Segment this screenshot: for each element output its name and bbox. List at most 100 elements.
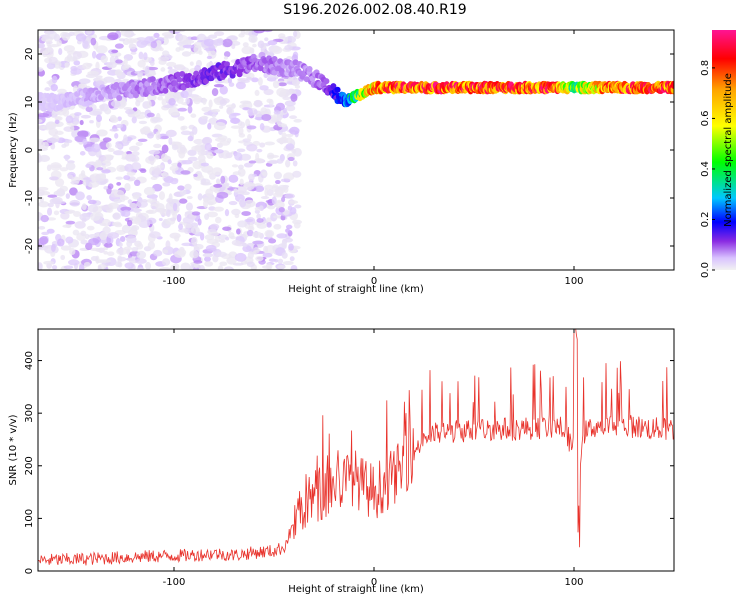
spectrogram-cell (153, 32, 160, 38)
spectrogram-cell (46, 137, 58, 144)
spectrogram-cell (164, 54, 173, 60)
spectrogram-cell (223, 56, 229, 60)
spectrogram-cell (163, 104, 174, 109)
spectrogram-cell (113, 190, 125, 198)
spectrogram-cell (191, 145, 202, 151)
spectrogram-cell (285, 105, 296, 112)
spectrogram-cell (143, 186, 156, 196)
spectrogram-ridge-cell (184, 82, 191, 89)
spectrogram-cell (276, 87, 287, 97)
spectrogram-cell (115, 59, 123, 64)
snr-y-tick-label: 300 (24, 404, 35, 423)
spectrogram-cell (99, 104, 105, 111)
spectrogram-cell (191, 236, 198, 246)
spectrogram-cell (137, 138, 148, 142)
spectrogram-cell (281, 252, 288, 259)
spectrogram-cell (263, 245, 269, 254)
spectrogram-cell (154, 154, 160, 160)
spectrogram-cell (56, 188, 66, 197)
spectrogram-cell (161, 32, 174, 37)
spectrogram-cell (79, 151, 86, 156)
spectrogram-plot-area (38, 30, 674, 270)
spectrogram-cell (107, 32, 119, 41)
spectrogram-cell (124, 182, 131, 192)
spectrogram-cell (113, 150, 125, 156)
spectrogram-cell (287, 205, 293, 211)
spectrogram-cell (89, 110, 102, 116)
spectrogram-cell (216, 191, 229, 199)
spectrogram-cell (203, 111, 213, 116)
spectrogram-cell (254, 185, 265, 193)
spectrogram-cell (47, 30, 58, 40)
spectrogram-cell (44, 87, 51, 91)
spectrogram-cell (117, 255, 123, 264)
spectrogram-cell (65, 162, 76, 171)
spectrogram-cell (187, 156, 198, 162)
spectrogram-cell (174, 235, 180, 242)
spectrogram-cell (169, 217, 177, 222)
spectrogram-cell (86, 225, 95, 231)
spectrogram-x-tick-label: 0 (371, 276, 377, 287)
snr-x-tick-label: 0 (371, 577, 377, 588)
spectrogram-cell (291, 79, 300, 86)
spectrogram-cell (190, 36, 199, 41)
spectrogram-cell (247, 251, 254, 259)
snr-x-tick-label: -100 (163, 577, 186, 588)
spectrogram-cell (204, 143, 212, 151)
spectrogram-cell (162, 50, 170, 57)
spectrogram-cell (281, 196, 286, 203)
spectrogram-cell (46, 217, 57, 221)
spectrogram-cell (131, 116, 137, 124)
spectrogram-cell (115, 176, 123, 180)
spectrogram-cell (104, 178, 109, 184)
spectrogram-cell (54, 116, 63, 121)
spectrogram-cell (75, 191, 85, 201)
spectrogram-cell (278, 138, 285, 145)
spectrogram-cell (100, 172, 107, 180)
spectrogram-cell (123, 134, 128, 143)
spectrogram-cell (264, 188, 269, 197)
spectrogram-ridge-cell (203, 78, 209, 85)
spectrogram-cell (107, 251, 115, 257)
spectrogram-cell (168, 193, 173, 203)
spectrogram-cell (277, 258, 284, 264)
spectrogram-cell (202, 97, 207, 105)
spectrogram-cell (112, 212, 121, 220)
spectrogram-y-tick-label: 10 (24, 96, 35, 109)
spectrogram-cell (148, 155, 155, 162)
spectrogram-cell (121, 224, 132, 234)
spectrogram-cell (148, 149, 161, 155)
spectrogram-cell (165, 202, 174, 212)
snr-y-tick-label: 200 (24, 456, 35, 475)
snr-y-tick-label: 400 (24, 351, 35, 370)
spectrogram-cell (128, 145, 140, 152)
spectrogram-cell (271, 196, 277, 205)
spectrogram-cell (65, 115, 74, 124)
spectrogram-cell (88, 238, 100, 246)
snr-y-tick-label: 0 (24, 568, 35, 574)
spectrogram-cell (124, 262, 135, 269)
spectrogram-cell (231, 208, 241, 216)
spectrogram-cell (58, 48, 63, 55)
spectrogram-cell (108, 202, 120, 209)
spectrogram-cell (265, 263, 273, 270)
spectrogram-cell (56, 238, 65, 247)
spectrogram-cell (282, 96, 291, 101)
spectrogram-cell (130, 225, 140, 231)
spectrogram-cell (231, 164, 239, 168)
spectrogram-cell (85, 176, 90, 186)
spectrogram-cell (268, 238, 277, 244)
spectrogram-cell (79, 213, 91, 221)
spectrogram-cell (38, 140, 46, 149)
spectrogram-cell (292, 170, 302, 178)
spectrogram-cell (267, 154, 280, 159)
spectrogram-cell (158, 191, 166, 201)
spectrogram-cell (72, 56, 78, 62)
spectrogram-cell (39, 197, 44, 204)
spectrogram-cell (191, 211, 201, 216)
spectrogram-cell (273, 223, 282, 230)
spectrogram-cell (219, 99, 227, 106)
spectrogram-cell (241, 46, 253, 55)
spectrogram-cell (48, 56, 58, 64)
spectrogram-cell (42, 35, 49, 39)
